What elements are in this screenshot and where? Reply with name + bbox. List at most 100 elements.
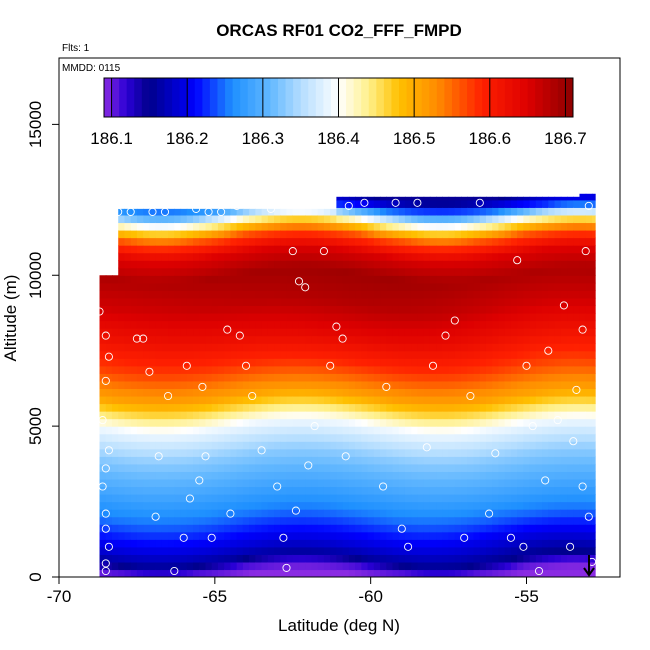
colorbar-swatch xyxy=(542,78,551,117)
heat-cell xyxy=(442,516,450,525)
heat-cell xyxy=(143,403,150,412)
heat-cell xyxy=(224,524,232,533)
heat-cell xyxy=(548,305,556,314)
heat-cell xyxy=(317,365,325,374)
heat-cell xyxy=(361,275,369,284)
heat-cell xyxy=(242,471,250,480)
heat-cell xyxy=(317,373,325,382)
heat-cell xyxy=(355,282,362,291)
heat-cell xyxy=(298,395,306,405)
heat-cell xyxy=(373,282,381,291)
heat-cell xyxy=(236,524,244,533)
heat-cell xyxy=(423,418,431,427)
heat-cell xyxy=(305,546,313,555)
heat-cell xyxy=(199,546,207,555)
colorbar-swatch xyxy=(156,78,166,117)
heat-cell xyxy=(211,335,219,344)
heat-cell xyxy=(130,441,138,450)
heat-cell xyxy=(267,403,275,412)
heat-cell xyxy=(180,245,188,254)
heat-cell xyxy=(317,222,325,231)
heat-cell xyxy=(461,546,468,555)
heat-cell xyxy=(143,305,150,314)
colorbar-swatch xyxy=(436,78,445,117)
heat-cell xyxy=(442,207,450,216)
heat-cell xyxy=(261,365,269,374)
heat-cell xyxy=(454,320,462,329)
heat-cell xyxy=(130,471,138,480)
heat-cell xyxy=(205,426,213,435)
heat-cell xyxy=(255,441,263,450)
heat-cell xyxy=(193,539,200,548)
heat-cell xyxy=(510,237,518,246)
heat-cell xyxy=(161,214,169,224)
heat-cell xyxy=(498,509,506,518)
heat-cell xyxy=(542,365,549,374)
heat-cell xyxy=(161,373,169,382)
colorbar-swatch xyxy=(406,78,415,117)
heat-cell xyxy=(461,252,468,261)
heat-cell xyxy=(386,554,394,563)
heat-cell xyxy=(149,494,157,503)
heat-cell xyxy=(492,282,500,291)
heat-cell xyxy=(417,509,425,518)
heat-cell xyxy=(217,561,225,571)
heat-cell xyxy=(186,426,194,435)
heat-cell xyxy=(217,260,225,269)
heat-cell xyxy=(230,260,238,269)
heat-cell xyxy=(448,312,456,322)
heat-cell xyxy=(535,267,543,276)
heat-cell xyxy=(168,328,175,337)
heat-cell xyxy=(492,403,500,412)
heat-cell xyxy=(573,373,581,382)
heat-cell xyxy=(298,297,306,307)
heat-cell xyxy=(548,403,556,412)
heat-cell xyxy=(429,229,437,239)
heat-cell xyxy=(143,252,150,261)
plot-frame xyxy=(58,57,621,578)
heat-cell xyxy=(211,516,219,525)
annotation-flights: Flts: 1 xyxy=(62,43,90,54)
heat-cell xyxy=(348,395,356,405)
heat-cell xyxy=(367,448,375,457)
heat-cell xyxy=(454,207,462,216)
heat-cell xyxy=(448,441,456,450)
heat-cell xyxy=(255,312,263,322)
heat-cell xyxy=(417,214,425,224)
heat-cell xyxy=(130,229,138,239)
heat-cell xyxy=(498,411,506,420)
heat-cell xyxy=(529,471,537,480)
heat-cell xyxy=(155,245,163,254)
heat-cell xyxy=(111,328,119,337)
heat-cell xyxy=(105,373,113,382)
heat-cell xyxy=(479,546,487,555)
heat-cell xyxy=(429,214,437,224)
heat-cell xyxy=(205,305,213,314)
heat-cell xyxy=(560,260,568,269)
heat-cell xyxy=(136,411,144,420)
heat-cell xyxy=(355,297,362,307)
heat-cell xyxy=(336,207,344,216)
heat-cell xyxy=(560,343,568,352)
heat-cell xyxy=(143,282,150,291)
heat-cell xyxy=(274,554,281,563)
heat-cell xyxy=(305,237,313,246)
heat-cell xyxy=(249,380,256,390)
heat-cell xyxy=(591,365,596,374)
heat-cell xyxy=(242,441,250,450)
heat-cell xyxy=(473,539,481,548)
heat-cell xyxy=(429,275,437,284)
heat-cell xyxy=(161,426,169,435)
heat-cell xyxy=(423,305,431,314)
heat-cell xyxy=(205,539,213,548)
sample-point xyxy=(98,482,107,491)
heat-cell xyxy=(411,245,419,254)
heat-cell xyxy=(411,569,419,577)
heat-cell xyxy=(467,312,475,322)
heat-cell xyxy=(585,411,593,420)
heat-cell xyxy=(473,463,481,472)
heat-cell xyxy=(492,554,500,563)
sample-point xyxy=(422,443,431,452)
heat-cell xyxy=(261,373,269,382)
heat-cell xyxy=(111,297,119,307)
